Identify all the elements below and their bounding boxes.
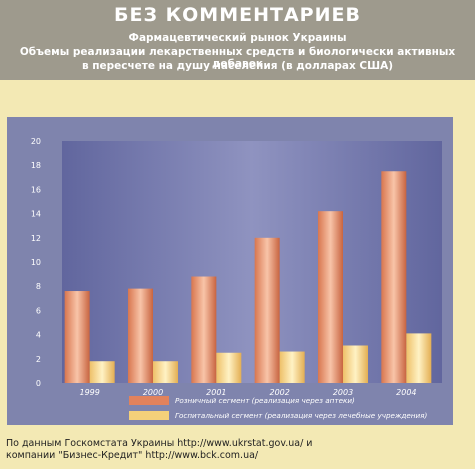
x-tick-label: 2002: [269, 388, 289, 397]
bar-retail: [381, 171, 407, 383]
bar-retail: [318, 211, 343, 383]
bar-retail: [191, 276, 217, 383]
y-axis: 0 2 4 6 8 10 12 14 16 18 20: [31, 137, 41, 388]
bar-hospital: [153, 361, 178, 383]
bar-hospital: [406, 333, 432, 383]
chart-panel: 0 2 4 6 8 10 12 14 16 18 20 1999 2000 2001 2002 2003 20…: [7, 117, 453, 425]
chart-subtitle: Фармацевтический рынок Украины: [128, 32, 347, 44]
y-tick-label: 8: [36, 282, 41, 291]
y-tick-label: 12: [31, 234, 41, 243]
bar-hospital: [343, 345, 368, 383]
y-tick-label: 4: [36, 331, 41, 340]
source-note-line1: По данным Госкомстата Украины http://www…: [6, 438, 313, 449]
bar-chart: 0 2 4 6 8 10 12 14 16 18 20 1999 2000 2001 2002 2003 20…: [31, 137, 442, 420]
bar-hospital: [89, 361, 115, 383]
legend-swatch-hospital: [129, 411, 169, 420]
y-tick-label: 6: [36, 306, 41, 315]
x-tick-label: 2004: [396, 388, 416, 397]
x-axis: 1999 2000 2001 2002 2003 2004: [79, 388, 416, 397]
x-tick-label: 1999: [79, 388, 99, 397]
bar-hospital: [279, 351, 305, 383]
y-tick-label: 0: [36, 379, 41, 388]
bar-retail: [64, 291, 90, 383]
y-tick-label: 10: [31, 258, 41, 267]
header-banner: БЕЗ КОММЕНТАРИЕВ Фармацевтический рынок …: [0, 0, 475, 80]
bar-retail: [128, 288, 153, 383]
legend: Розничный сегмент (реализация через апте…: [129, 396, 427, 420]
plot-area: [62, 141, 442, 383]
legend-label-retail: Розничный сегмент (реализация через апте…: [175, 396, 355, 405]
y-tick-label: 16: [31, 185, 41, 194]
y-tick-label: 2: [36, 355, 41, 364]
x-tick-label: 2001: [206, 388, 226, 397]
chart-description: Объемы реализации лекарственных средств …: [19, 46, 456, 70]
y-tick-label: 14: [31, 210, 41, 219]
y-tick-label: 20: [31, 137, 41, 146]
bars: [64, 171, 432, 383]
y-tick-label: 18: [31, 161, 41, 170]
x-tick-label: 2003: [333, 388, 353, 397]
chart-units: в пересчете на душу населения (в доллара…: [81, 60, 394, 72]
x-tick-label: 2000: [143, 388, 163, 397]
page-title: БЕЗ КОММЕНТАРИЕВ: [114, 4, 361, 26]
legend-swatch-retail: [129, 396, 169, 405]
bar-retail: [254, 237, 280, 383]
legend-label-hospital: Госпитальный сегмент (реализация через л…: [175, 411, 427, 420]
source-note-line2: компании "Бизнес-Кредит" http://www.bck.…: [6, 450, 259, 461]
bar-hospital: [216, 352, 242, 383]
